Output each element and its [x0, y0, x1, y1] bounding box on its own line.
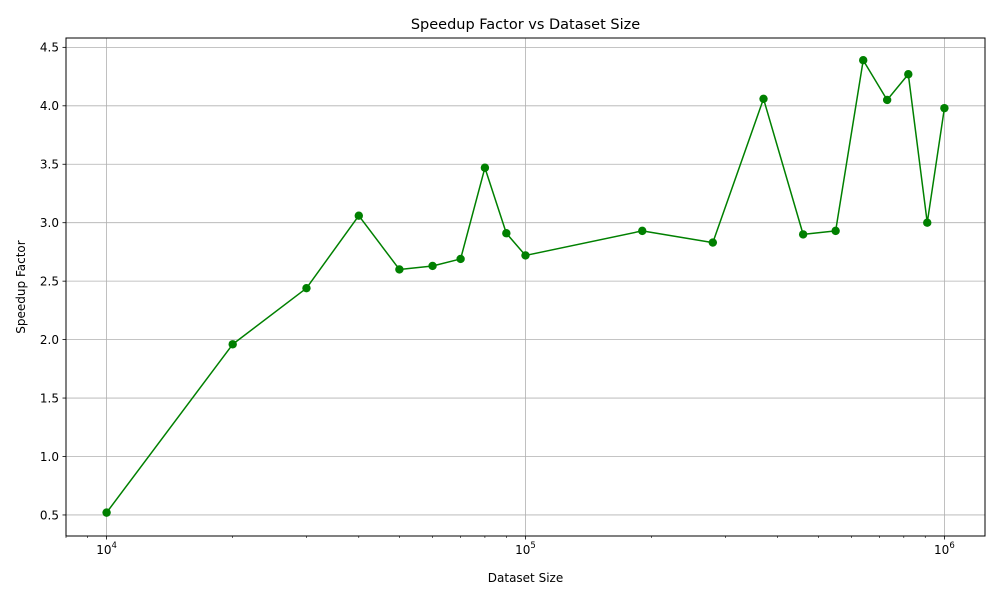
data-point — [480, 163, 490, 172]
y-tick-label: 3.5 — [40, 158, 59, 172]
x-tick-label: 104 — [96, 541, 117, 557]
grid — [66, 38, 985, 536]
data-point — [354, 211, 364, 220]
series-layer — [102, 56, 949, 517]
data-point — [428, 261, 437, 271]
data-point — [395, 265, 404, 274]
data-point — [521, 251, 530, 260]
data-point — [638, 226, 647, 236]
data-point — [923, 218, 932, 227]
data-point — [102, 508, 111, 517]
x-tick-label: 105 — [515, 541, 536, 557]
data-point — [302, 283, 311, 293]
data-point — [859, 56, 868, 65]
y-axis-label: Speedup Factor — [14, 240, 28, 333]
data-point — [798, 230, 808, 239]
x-axis-label: Dataset Size — [488, 571, 563, 585]
y-tick-label: 4.5 — [40, 41, 59, 55]
y-tick-label: 0.5 — [40, 508, 59, 522]
y-tick-label: 4.0 — [40, 99, 59, 113]
data-point — [940, 103, 949, 113]
data-point — [882, 95, 892, 105]
ticks: 0.5 1.0 1.5 2.0 2.5 3.0 3.5 4.0 4.5 104 105 106 — [40, 41, 955, 557]
y-tick-label: 1.0 — [40, 450, 59, 464]
y-tick-label: 2.5 — [40, 274, 59, 288]
data-point — [904, 70, 913, 79]
x-tick-label: 106 — [934, 541, 955, 557]
y-tick-label: 2.0 — [40, 333, 59, 347]
y-tick-label: 1.5 — [40, 391, 59, 405]
data-point — [502, 229, 511, 238]
data-point — [228, 340, 237, 349]
data-point — [831, 226, 840, 236]
data-point — [708, 238, 718, 247]
data-point — [456, 254, 465, 264]
y-tick-label: 3.0 — [40, 216, 59, 230]
chart-title: Speedup Factor vs Dataset Size — [411, 17, 640, 33]
series-line — [105, 59, 946, 514]
data-point — [759, 94, 768, 103]
